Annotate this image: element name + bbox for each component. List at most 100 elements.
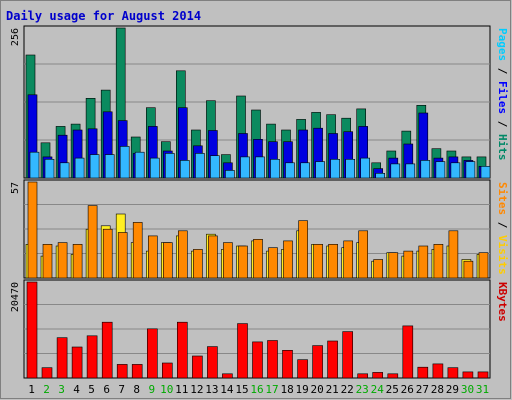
day-label-25: 25 <box>386 383 399 396</box>
bar-sites-day-14 <box>223 242 233 279</box>
day-label-28: 28 <box>431 383 444 396</box>
bar-sites-day-2 <box>42 244 53 279</box>
bar-pages-day-10 <box>165 153 175 179</box>
day-label-10: 10 <box>160 383 173 396</box>
bar-kbytes-day-27 <box>417 366 429 379</box>
bar-pages-day-17 <box>270 159 280 179</box>
bar-sites-day-17 <box>268 247 278 279</box>
day-label-6: 6 <box>103 383 110 396</box>
bar-sites-day-1 <box>27 181 38 279</box>
day-label-3: 3 <box>58 383 65 396</box>
bar-pages-day-14 <box>225 170 235 179</box>
bar-pages-day-26 <box>405 163 416 179</box>
bar-sites-day-28 <box>433 244 444 279</box>
bar-sites-day-27 <box>418 245 429 279</box>
bar-sites-day-11 <box>178 230 188 279</box>
panel-hits-files-pages: 256 Pages / Files / Hits <box>10 25 509 179</box>
bar-sites-day-10 <box>163 242 173 279</box>
bar-kbytes-day-4 <box>71 346 83 379</box>
bar-pages-day-25 <box>390 163 401 179</box>
day-label-15: 15 <box>235 383 248 396</box>
bar-kbytes-day-11 <box>177 321 188 379</box>
bar-kbytes-day-7 <box>116 364 128 379</box>
bar-sites-day-29 <box>448 230 459 279</box>
side-label-part: Hits <box>496 134 509 161</box>
bar-sites-day-23 <box>358 230 369 279</box>
bar-pages-day-21 <box>330 159 340 179</box>
bar-pages-day-4 <box>74 157 85 179</box>
day-label-30: 30 <box>461 383 474 396</box>
bar-pages-day-6 <box>104 154 115 179</box>
bar-pages-day-20 <box>315 161 325 179</box>
bar-sites-day-7 <box>117 232 128 279</box>
bar-kbytes-day-22 <box>342 331 354 379</box>
day-label-27: 27 <box>416 383 429 396</box>
bar-kbytes-day-8 <box>131 364 143 379</box>
bar-kbytes-day-9 <box>147 328 158 379</box>
day-label-14: 14 <box>220 383 234 396</box>
bar-kbytes-day-17 <box>267 340 278 379</box>
bar-kbytes-day-26 <box>402 325 414 379</box>
bar-sites-day-12 <box>193 249 203 279</box>
bar-pages-day-24 <box>375 173 386 179</box>
bar-kbytes-day-5 <box>86 335 98 379</box>
day-label-8: 8 <box>133 383 140 396</box>
bar-pages-day-31 <box>480 166 491 179</box>
bar-sites-day-18 <box>283 240 293 279</box>
bar-kbytes-day-18 <box>282 349 293 379</box>
bar-pages-day-9 <box>150 157 160 179</box>
bar-sites-day-13 <box>208 235 218 279</box>
y-max-label: 57 <box>10 182 21 194</box>
bar-sites-day-31 <box>478 252 489 279</box>
x-axis-labels: 1 2 3 4 5 6 7 8 9 10 11 12 13 14 15 16 17 18 19 20 21 22 23 24 2… <box>28 383 489 396</box>
bar-pages-day-12 <box>195 153 205 179</box>
bar-kbytes-day-15 <box>237 323 248 379</box>
side-label-part: Files <box>496 81 509 114</box>
bar-sites-day-9 <box>148 235 158 279</box>
bar-pages-day-16 <box>255 156 265 179</box>
bar-pages-day-29 <box>450 162 461 179</box>
bar-sites-day-30 <box>463 260 474 279</box>
bar-kbytes-day-12 <box>192 355 203 379</box>
bar-kbytes-day-3 <box>56 337 68 379</box>
bar-pages-day-27 <box>420 160 431 179</box>
bar-sites-day-25 <box>388 252 399 279</box>
bar-sites-day-4 <box>72 244 83 279</box>
bar-sites-day-19 <box>298 220 308 279</box>
side-label-kbytes: KBytes <box>496 282 509 322</box>
side-label-part: Visits <box>496 235 509 275</box>
day-label-23: 23 <box>356 383 369 396</box>
day-label-29: 29 <box>446 383 459 396</box>
y-max-label: 20470 <box>10 282 21 312</box>
bar-pages-day-19 <box>300 162 310 179</box>
bar-pages-day-8 <box>134 151 145 179</box>
bar-pages-day-13 <box>210 155 220 179</box>
day-label-11: 11 <box>175 383 188 396</box>
side-label-part: Sites <box>496 182 509 215</box>
side-label-part: Pages <box>496 28 509 61</box>
bar-sites-day-3 <box>57 242 68 279</box>
bar-pages-day-7 <box>119 146 130 179</box>
bar-pages-day-2 <box>44 159 55 179</box>
day-label-5: 5 <box>88 383 95 396</box>
bar-kbytes-day-25 <box>387 373 399 379</box>
bar-pages-day-23 <box>360 157 371 179</box>
chart-title: Daily usage for August 2014 <box>6 9 201 23</box>
bar-sites-day-15 <box>238 245 248 279</box>
bar-kbytes-day-23 <box>357 373 369 379</box>
day-label-12: 12 <box>190 383 203 396</box>
bar-sites-day-5 <box>87 205 98 279</box>
bar-sites-day-16 <box>253 239 263 279</box>
bar-pages-day-15 <box>240 156 250 179</box>
bar-kbytes-day-20 <box>312 345 323 379</box>
day-label-4: 4 <box>73 383 80 396</box>
day-label-9: 9 <box>148 383 155 396</box>
day-label-19: 19 <box>295 383 308 396</box>
bar-sites-day-8 <box>132 222 143 279</box>
side-label-part: / <box>496 215 509 235</box>
bar-kbytes-day-14 <box>222 373 233 379</box>
bar-pages-day-28 <box>435 161 446 179</box>
day-label-1: 1 <box>28 383 35 396</box>
